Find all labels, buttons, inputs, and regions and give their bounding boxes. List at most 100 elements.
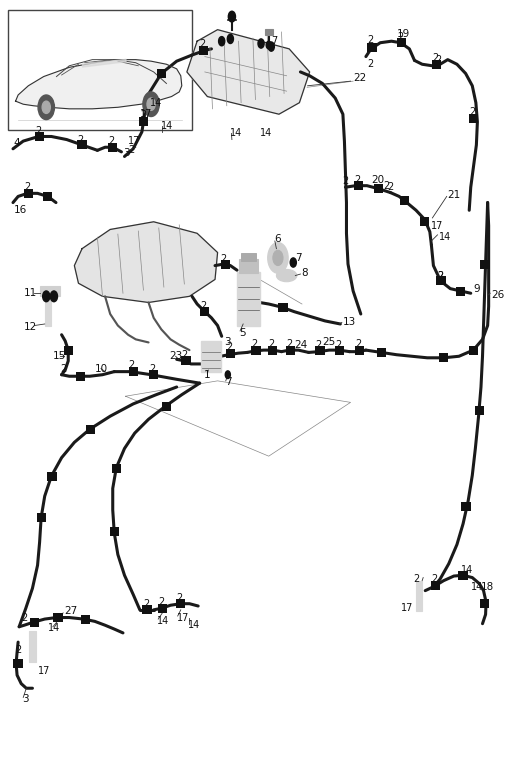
Text: 14: 14 [231,128,242,139]
Text: 2: 2 [199,39,205,50]
Bar [432,60,441,69]
Bar [149,370,158,379]
Bar [35,132,44,141]
Bar [29,632,36,662]
Bar [376,348,386,357]
Text: 2: 2 [140,110,146,120]
Circle shape [273,250,283,265]
Bar [480,599,489,608]
Bar [53,613,63,622]
Text: 2: 2 [383,180,389,190]
Bar [459,570,468,580]
Text: 2: 2 [158,598,164,607]
Text: 17: 17 [431,221,444,231]
Bar [199,46,208,55]
Text: 2: 2 [413,574,419,584]
Bar [129,367,138,376]
Bar [475,406,484,415]
Bar [374,184,383,194]
Text: 6: 6 [274,235,280,245]
Text: 2: 2 [367,35,373,45]
Bar [431,580,440,590]
Bar [268,347,278,355]
Polygon shape [187,29,310,115]
Bar [64,346,73,354]
Text: 2: 2 [129,146,135,156]
Text: 2: 2 [469,107,476,117]
Ellipse shape [277,269,297,282]
Bar [86,425,96,433]
Bar [24,189,33,198]
Circle shape [147,98,155,111]
Text: 26: 26 [491,289,505,300]
Bar [8,11,192,129]
Bar [76,372,85,381]
Bar [108,142,117,152]
Bar [354,181,363,190]
Text: 23: 23 [169,351,183,361]
Text: 2: 2 [143,599,149,608]
Text: 11: 11 [24,288,38,298]
Text: 14: 14 [471,582,483,592]
Text: 14: 14 [439,232,451,242]
Text: 18: 18 [481,582,494,592]
Circle shape [50,291,57,302]
Circle shape [43,291,50,302]
Bar [110,527,119,536]
Text: 2: 2 [286,339,292,349]
Text: 17: 17 [177,612,189,622]
Text: 14: 14 [461,565,473,575]
Bar [240,253,256,261]
Bar [397,38,406,47]
Circle shape [38,95,54,119]
Text: 8: 8 [301,269,308,279]
Text: 7: 7 [271,36,278,46]
Text: 2: 2 [387,182,393,192]
Text: 17: 17 [140,109,152,119]
Bar [30,618,39,627]
Bar [44,298,51,326]
Bar [78,140,87,149]
Circle shape [229,12,235,22]
Bar [462,502,471,511]
Bar [158,604,167,613]
Text: 2: 2 [78,135,84,145]
Text: 2: 2 [367,60,373,69]
Text: 2: 2 [437,271,444,281]
Bar [285,346,295,354]
Text: 2: 2 [60,364,66,374]
Bar [265,29,273,35]
Bar [201,341,221,372]
Bar [436,276,446,286]
Bar [251,346,261,354]
Text: 16: 16 [14,205,27,215]
Text: 7: 7 [225,378,232,388]
Text: 2: 2 [21,612,27,622]
Bar [439,353,448,362]
Circle shape [42,101,50,114]
Text: 2: 2 [354,174,360,184]
Text: 3: 3 [22,694,29,704]
Text: 5: 5 [239,328,246,338]
Text: 2: 2 [177,593,183,602]
Bar [142,605,151,615]
Text: 17: 17 [38,666,50,676]
Text: 14: 14 [161,121,174,131]
Text: 2: 2 [129,361,135,371]
Text: 25: 25 [323,337,336,348]
Bar [400,196,409,205]
Text: 4: 4 [13,138,20,148]
Text: 17: 17 [401,603,413,613]
Bar [334,347,344,355]
Text: 14: 14 [157,615,170,625]
Text: 15: 15 [53,351,66,361]
Bar [420,217,430,226]
Bar [139,118,148,126]
Bar [162,402,171,412]
Bar [176,599,186,608]
Text: 1: 1 [204,370,210,380]
Bar [368,43,377,52]
Bar [456,287,465,296]
Circle shape [290,258,296,267]
Circle shape [225,371,231,378]
